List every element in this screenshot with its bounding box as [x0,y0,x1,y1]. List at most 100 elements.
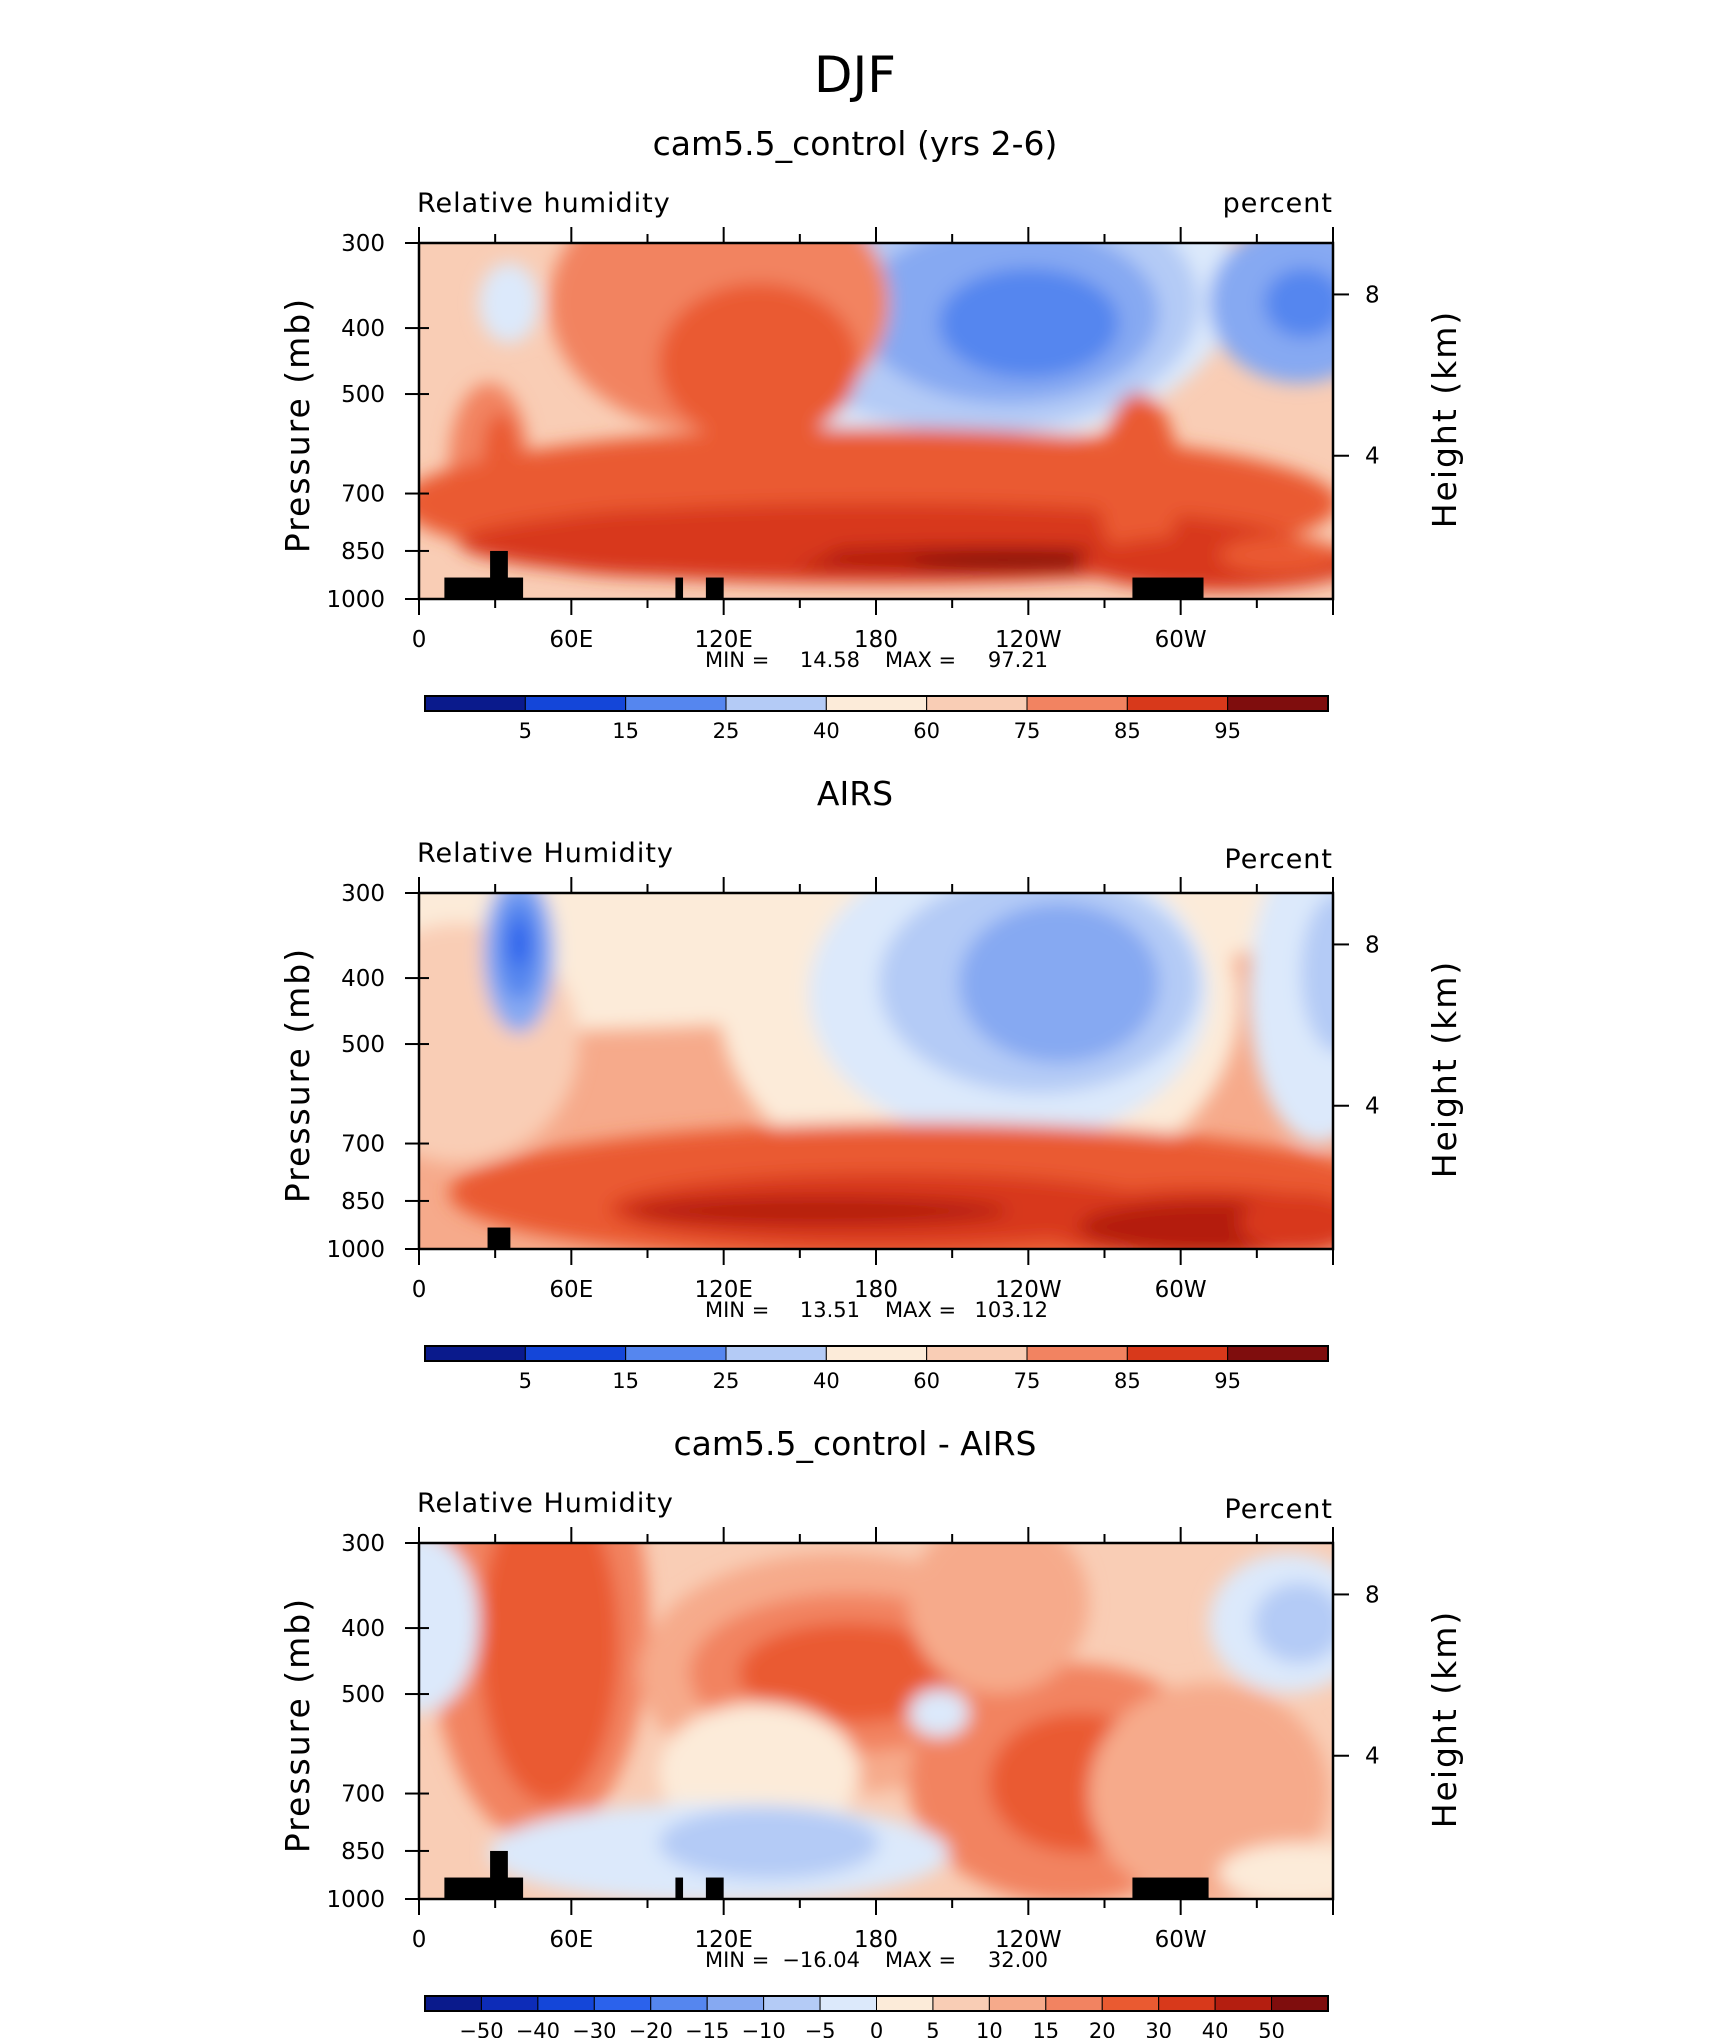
x-tick-label: 180 [854,1277,898,1303]
x-tick-label: 180 [854,1927,898,1953]
x-tick-label: 60W [1155,627,1207,653]
stat-min-value: −16.04 [782,1948,860,1972]
contour-region [499,509,839,577]
y-axis-title: Pressure (mb) [278,297,317,553]
colorbar-swatch [926,695,1028,712]
terrain-mask [444,1877,524,1899]
terrain-mask [490,1850,508,1899]
colorbar-swatch [1045,1995,1103,2012]
colorbar-swatch [1126,1345,1229,1362]
colorbar-swatch [1227,1345,1329,1362]
colorbar-swatch [819,1995,877,2012]
contour-region [1254,1583,1333,1663]
y-tick-label: 700 [341,482,385,508]
colorbar-label: 95 [1214,719,1241,743]
terrain-mask [1132,1877,1209,1899]
terrain-mask [675,1877,684,1899]
stat-max-label: MAX = [885,1948,956,1972]
colorbar-label: 40 [813,1369,840,1393]
colorbar-label: 15 [1032,2019,1059,2038]
stat-min-value: 14.58 [800,648,860,672]
terrain-mask [444,577,524,599]
colorbar-label: 15 [612,719,639,743]
x-tick-label: 0 [412,1277,427,1303]
x-tick-label: 120E [694,1277,752,1303]
colorbar-label: −30 [572,2019,616,2038]
contour-region [1099,393,1179,573]
x-tick-label: 60E [549,1927,593,1953]
y-tick-label: 500 [341,1032,385,1058]
height-tick-label: 8 [1365,932,1380,958]
colorbar-swatch [424,695,526,712]
y-tick-label: 300 [341,1531,385,1557]
colorbar-label: 10 [976,2019,1003,2038]
contour-region [1264,268,1333,338]
panel-title: AIRS [817,774,893,813]
colorbar-label: 75 [1014,1369,1041,1393]
colorbar-swatch [725,695,827,712]
stat-min-label: MIN = [705,1298,769,1322]
y-tick-label: 300 [341,231,385,257]
colorbar: 5 15 25 40 60 75 85 95 [424,695,1329,743]
contour-plot: 0 60E 120E 180 120W 60W 300 400 500 700 850 1000 8 4 P… [278,877,1464,1303]
stat-max-value: 97.21 [988,648,1048,672]
stat-max-value: 103.12 [975,1298,1048,1322]
colorbar-frame [424,1345,1329,1362]
y-tick-label: 500 [341,1682,385,1708]
colorbar-swatch [876,1995,934,2012]
y-tick-label: 850 [341,539,385,565]
colorbar-swatch [825,1345,928,1362]
colorbar-swatch [825,695,928,712]
terrain-mask [487,1227,511,1249]
colorbar-frame [424,695,1329,712]
contour-region [629,1197,1009,1225]
colorbar-swatch [424,1995,482,2012]
stat-max-label: MAX = [885,648,956,672]
colorbar-label: −20 [629,2019,673,2038]
contour-region [939,268,1119,378]
colorbar-swatch [763,1995,821,2012]
y-tick-label: 850 [341,1839,385,1865]
contour-region [659,283,859,443]
colorbar-swatch [1214,1995,1273,2012]
contour-region [1219,537,1333,573]
colorbar-swatch [650,1995,708,2012]
colorbar-swatch [1026,695,1128,712]
x-tick-label: 0 [412,627,427,653]
terrain-mask [675,577,684,599]
terrain-mask [705,577,724,599]
colorbar: 5 15 25 40 60 75 85 95 [424,1345,1329,1393]
colorbar-label: 85 [1114,1369,1141,1393]
terrain-mask [490,550,508,599]
colorbar-label: 5 [519,1369,532,1393]
y-tick-label: 700 [341,1132,385,1158]
colorbar-label: −10 [741,2019,785,2038]
x-tick-label: 120E [694,1927,752,1953]
colorbar-label: −15 [685,2019,729,2038]
colorbar-swatch [424,1345,526,1362]
height-tick-label: 4 [1365,1744,1380,1770]
colorbar-label: 5 [519,719,532,743]
colorbar-label: −50 [459,2019,503,2038]
height-tick-label: 4 [1365,444,1380,470]
contour-plot: 0 60E 120E 180 120W 60W 300 400 500 700 850 1000 8 4 P… [278,227,1464,653]
colorbar-label: 15 [612,1369,639,1393]
contour-region [479,263,539,343]
variable-label: Relative Humidity [417,1488,674,1519]
colorbar-swatch [625,1345,727,1362]
y-tick-label: 400 [341,316,385,342]
contour-plot: 0 60E 120E 180 120W 60W 300 400 500 700 850 1000 8 4 P… [278,1527,1464,1953]
height-tick-label: 4 [1365,1094,1380,1120]
stat-min-value: 13.51 [800,1298,860,1322]
y-tick-label: 1000 [326,1237,385,1263]
y-right-axis-title: Height (km) [1425,310,1464,529]
colorbar-label: 5 [926,2019,939,2038]
y-tick-label: 300 [341,881,385,907]
contour-fill [419,243,1333,599]
stat-min-label: MIN = [705,648,769,672]
colorbar-label: 20 [1089,2019,1116,2038]
colorbar-label: 85 [1114,719,1141,743]
y-tick-label: 850 [341,1189,385,1215]
y-tick-label: 400 [341,966,385,992]
